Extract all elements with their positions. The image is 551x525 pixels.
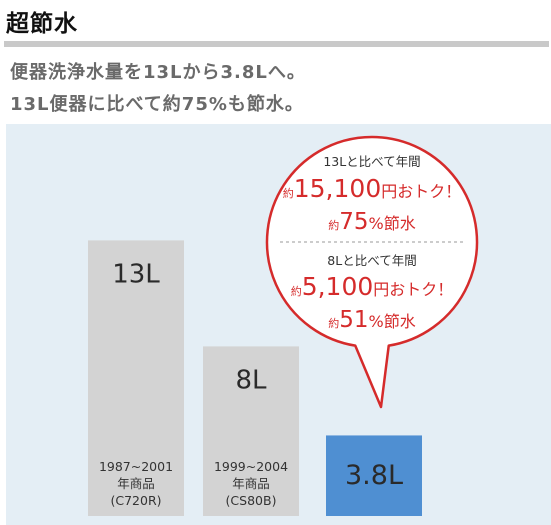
callout-bubble — [265, 135, 479, 409]
callout-compare-8l: 8Lと比べて年間 — [327, 253, 416, 268]
title-underline — [4, 41, 549, 47]
bar-value-label: 8L — [235, 365, 267, 395]
callout-percent-13l: 約75%節水 — [328, 209, 416, 235]
bar-category-note: 年商品 — [232, 476, 270, 491]
bar-2 — [203, 346, 299, 516]
bar-3 — [326, 435, 422, 516]
subtitle-line-2: 13L便器に比べて約75%も節水。 — [10, 94, 304, 115]
bar-category-note: (CS80B) — [226, 493, 277, 508]
bar-value-label: 13L — [112, 259, 160, 289]
bar-1 — [88, 240, 184, 516]
bar-category-note: 1999~2004 — [214, 459, 288, 474]
bar-value-label: 3.8L — [345, 460, 403, 491]
subtitle-line-1: 便器洗浄水量を13Lから3.8Lへ。 — [10, 62, 306, 83]
callout-percent-8l: 約51%節水 — [328, 307, 416, 333]
bar-category-note: (C720R) — [110, 493, 161, 508]
callout-compare-13l: 13Lと比べて年間 — [323, 154, 420, 169]
callout-saving-8l: 約5,100円おトク！ — [291, 272, 454, 301]
callout-saving-13l: 約15,100円おトク！ — [283, 174, 462, 203]
bar-category-note: 1987~2001 — [99, 459, 173, 474]
bar-category-note: 年商品 — [117, 476, 155, 491]
page-title: 超節水 — [6, 11, 78, 37]
